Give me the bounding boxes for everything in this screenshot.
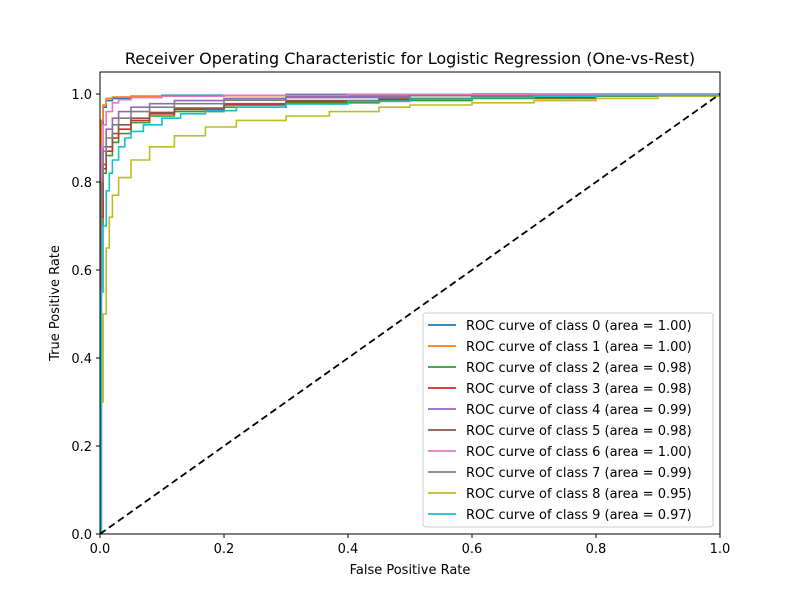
x-tick-label: 0.6 xyxy=(462,542,483,557)
roc-curve-class-6 xyxy=(100,93,720,534)
legend-label: ROC curve of class 1 (area = 1.00) xyxy=(466,340,692,355)
x-tick-label: 0.2 xyxy=(214,542,235,557)
legend-label: ROC curve of class 8 (area = 0.95) xyxy=(466,487,692,502)
legend: ROC curve of class 0 (area = 1.00) ROC cu… xyxy=(422,312,714,528)
y-tick-label: 0.6 xyxy=(71,264,92,279)
chance-line-group xyxy=(100,93,720,534)
y-tick-label: 0.4 xyxy=(71,352,92,367)
legend-label: ROC curve of class 5 (area = 0.98) xyxy=(466,424,692,439)
y-axis: 0.0 0.2 0.4 0.6 0.8 1.0 xyxy=(71,88,100,543)
legend-label: ROC curve of class 7 (area = 0.99) xyxy=(466,466,692,481)
roc-curves xyxy=(100,93,720,534)
chart-title: Receiver Operating Characteristic for Lo… xyxy=(125,49,695,68)
legend-label: ROC curve of class 6 (area = 1.00) xyxy=(466,445,692,460)
y-axis-label: True Positive Rate xyxy=(48,245,63,362)
y-tick-label: 0.0 xyxy=(71,528,92,543)
legend-label: ROC curve of class 2 (area = 0.98) xyxy=(466,361,692,376)
plot-area-frame xyxy=(99,71,721,535)
legend-label: ROC curve of class 0 (area = 1.00) xyxy=(466,319,692,334)
x-axis-label: False Positive Rate xyxy=(350,563,471,578)
y-tick-label: 0.2 xyxy=(71,440,92,455)
roc-curve-class-8 xyxy=(100,94,720,534)
legend-frame xyxy=(422,312,714,528)
legend-label: ROC curve of class 4 (area = 0.99) xyxy=(466,403,692,418)
y-tick-label: 1.0 xyxy=(71,88,92,103)
chance-line xyxy=(100,93,720,534)
x-tick-label: 1.0 xyxy=(710,542,731,557)
roc-curve-class-9 xyxy=(100,94,720,534)
x-tick-label: 0.0 xyxy=(90,542,111,557)
legend-label: ROC curve of class 9 (area = 0.97) xyxy=(466,508,692,523)
y-tick-label: 0.8 xyxy=(71,176,92,191)
legend-label: ROC curve of class 3 (area = 0.98) xyxy=(466,382,692,397)
roc-curve-class-7 xyxy=(100,94,720,534)
x-tick-label: 0.8 xyxy=(586,542,607,557)
x-axis: 0.0 0.2 0.4 0.6 0.8 1.0 xyxy=(90,534,731,557)
x-tick-label: 0.4 xyxy=(338,542,359,557)
